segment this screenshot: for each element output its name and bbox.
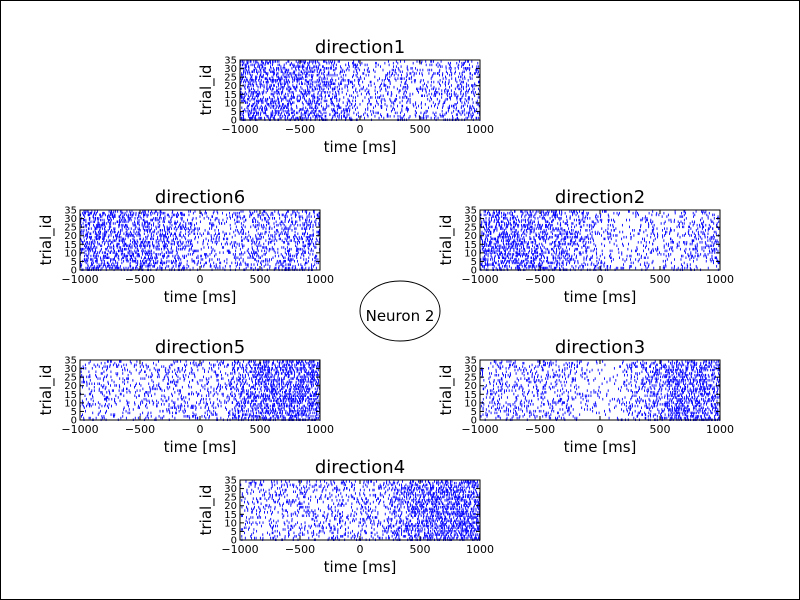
raster-panel-direction2: −1000 −500 0 500 100005101520253035direction… [437, 187, 734, 306]
y-axis-label: trial_id [437, 215, 456, 266]
y-tick-label: 35 [464, 206, 477, 217]
y-axis-label: trial_id [197, 65, 216, 116]
x-tick-label: 500 [410, 123, 431, 136]
y-tick-label: 10 [464, 248, 477, 259]
x-tick-label: 0 [357, 123, 364, 136]
panel-title: direction2 [555, 187, 645, 208]
spike-train-group [479, 210, 721, 272]
raster-panel-direction1: −1000 −500 0 500 100005101520253035direction… [197, 37, 494, 156]
y-tick-label: 20 [464, 231, 477, 242]
x-tick-label: 1000 [706, 273, 734, 286]
y-tick-label: 30 [224, 64, 237, 75]
spike-train-group [239, 60, 481, 122]
y-tick-label: 5 [231, 107, 237, 118]
y-tick-label: 15 [224, 90, 237, 101]
y-tick-label: 0 [471, 266, 477, 277]
panel-title: direction1 [315, 37, 405, 58]
x-axis-label: time [ms] [564, 288, 637, 306]
y-tick-label: 20 [224, 81, 237, 92]
x-tick-label: 500 [650, 273, 671, 286]
raster-panel-direction3: −1000 −500 0 500 100005101520253035direction… [437, 337, 734, 456]
y-tick-label: 25 [224, 73, 237, 84]
x-tick-label: −500 [285, 123, 315, 136]
raster-panels: −1000 −500 0 500 100005101520253035direction… [37, 37, 734, 576]
y-tick-label: 10 [224, 98, 237, 109]
y-tick-label: 0 [231, 116, 237, 127]
x-tick-label: −1000 [461, 273, 498, 286]
x-tick-label: 1000 [466, 123, 494, 136]
y-tick-label: 30 [464, 214, 477, 225]
y-tick-label: 15 [464, 240, 477, 251]
x-tick-label: −500 [525, 273, 555, 286]
y-tick-label: 25 [464, 223, 477, 234]
y-tick-label: 5 [471, 257, 477, 268]
x-tick-label: 0 [597, 273, 604, 286]
x-axis-label: time [ms] [324, 138, 397, 156]
x-tick-label: −1000 [221, 123, 258, 136]
y-tick-label: 35 [224, 56, 237, 67]
